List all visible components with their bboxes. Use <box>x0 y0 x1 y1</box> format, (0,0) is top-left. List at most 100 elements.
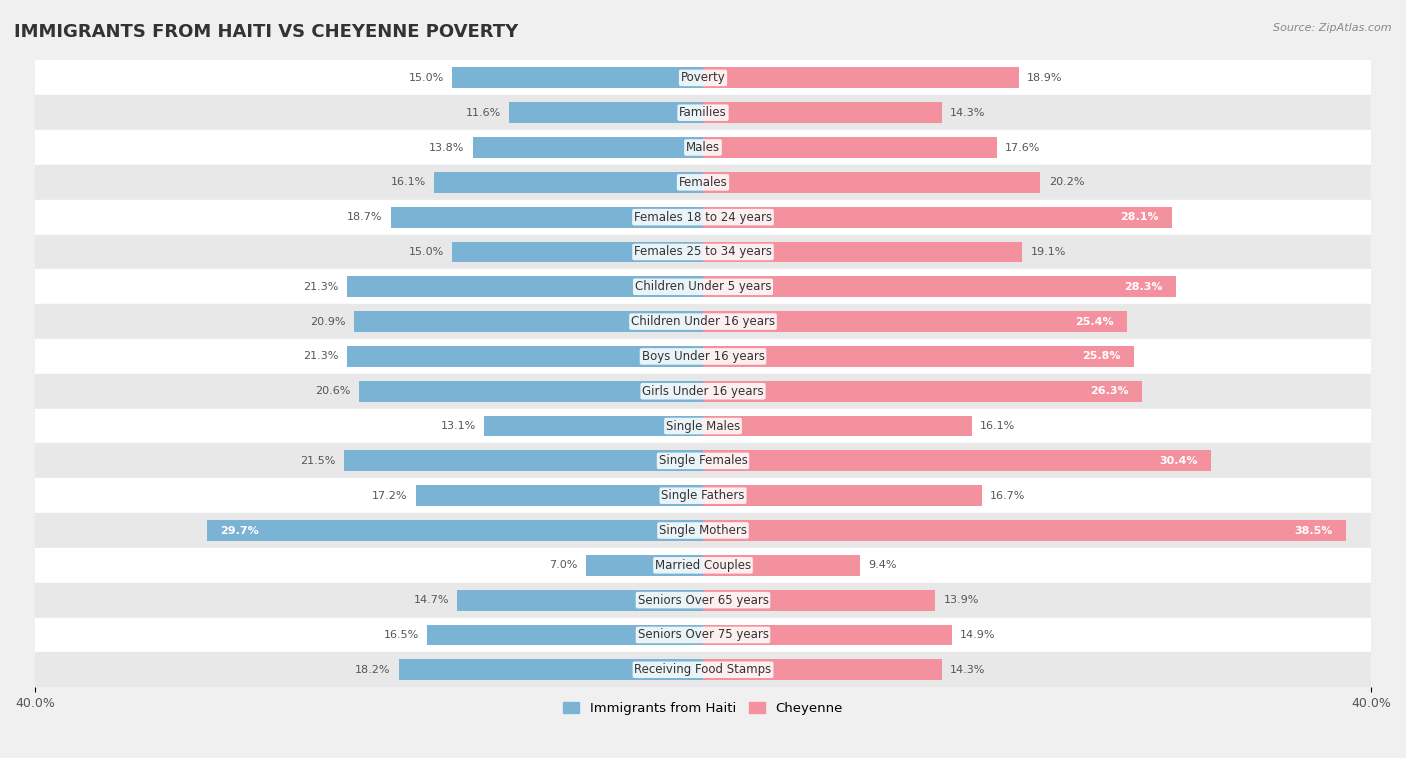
Bar <box>35 269 1371 304</box>
Text: 17.6%: 17.6% <box>1005 143 1040 152</box>
Text: 29.7%: 29.7% <box>221 525 259 535</box>
Bar <box>703 415 972 437</box>
Text: IMMIGRANTS FROM HAITI VS CHEYENNE POVERTY: IMMIGRANTS FROM HAITI VS CHEYENNE POVERT… <box>14 23 519 41</box>
Bar <box>35 96 1371 130</box>
Bar <box>453 242 703 262</box>
Text: Families: Families <box>679 106 727 119</box>
Bar <box>703 242 1022 262</box>
Bar <box>35 304 1371 339</box>
Bar <box>35 234 1371 269</box>
Text: Single Females: Single Females <box>658 454 748 468</box>
Bar <box>35 618 1371 653</box>
Text: 20.6%: 20.6% <box>315 387 350 396</box>
Text: Single Males: Single Males <box>666 419 740 433</box>
Text: Single Mothers: Single Mothers <box>659 524 747 537</box>
Bar <box>703 381 1142 402</box>
Text: 25.4%: 25.4% <box>1076 317 1114 327</box>
Text: 21.5%: 21.5% <box>301 456 336 466</box>
Bar <box>399 659 703 680</box>
Text: 21.3%: 21.3% <box>304 282 339 292</box>
Bar <box>35 61 1371 96</box>
Text: Seniors Over 65 years: Seniors Over 65 years <box>637 594 769 606</box>
Bar <box>703 590 935 611</box>
Bar <box>354 311 703 332</box>
Bar <box>586 555 703 576</box>
Bar <box>427 625 703 645</box>
Text: 7.0%: 7.0% <box>550 560 578 570</box>
Text: Source: ZipAtlas.com: Source: ZipAtlas.com <box>1274 23 1392 33</box>
Text: Children Under 5 years: Children Under 5 years <box>634 280 772 293</box>
Bar <box>703 659 942 680</box>
Bar <box>703 172 1040 193</box>
Text: 28.3%: 28.3% <box>1123 282 1163 292</box>
Text: 9.4%: 9.4% <box>869 560 897 570</box>
Bar <box>703 137 997 158</box>
Bar <box>391 207 703 227</box>
Bar <box>434 172 703 193</box>
Text: Females 25 to 34 years: Females 25 to 34 years <box>634 246 772 258</box>
Bar <box>35 409 1371 443</box>
Text: 16.1%: 16.1% <box>980 421 1015 431</box>
Bar <box>35 548 1371 583</box>
Bar <box>207 520 703 541</box>
Text: 19.1%: 19.1% <box>1031 247 1066 257</box>
Bar <box>347 277 703 297</box>
Bar <box>703 277 1175 297</box>
Text: 18.2%: 18.2% <box>356 665 391 675</box>
Bar <box>703 520 1346 541</box>
Text: 13.8%: 13.8% <box>429 143 464 152</box>
Bar <box>703 450 1211 471</box>
Text: 14.3%: 14.3% <box>950 665 986 675</box>
Text: 38.5%: 38.5% <box>1295 525 1333 535</box>
Text: Single Fathers: Single Fathers <box>661 489 745 503</box>
Text: 16.1%: 16.1% <box>391 177 426 187</box>
Bar <box>35 165 1371 200</box>
Bar <box>344 450 703 471</box>
Bar <box>35 583 1371 618</box>
Bar <box>703 102 942 123</box>
Bar <box>703 346 1133 367</box>
Bar <box>484 415 703 437</box>
Bar <box>703 311 1128 332</box>
Bar <box>347 346 703 367</box>
Bar <box>703 485 981 506</box>
Bar <box>35 339 1371 374</box>
Text: 16.5%: 16.5% <box>384 630 419 640</box>
Text: Receiving Food Stamps: Receiving Food Stamps <box>634 663 772 676</box>
Text: 14.7%: 14.7% <box>413 595 449 605</box>
Text: 13.9%: 13.9% <box>943 595 979 605</box>
Text: Married Couples: Married Couples <box>655 559 751 572</box>
Text: Girls Under 16 years: Girls Under 16 years <box>643 385 763 398</box>
Text: Females 18 to 24 years: Females 18 to 24 years <box>634 211 772 224</box>
Text: 26.3%: 26.3% <box>1090 387 1129 396</box>
Text: 17.2%: 17.2% <box>371 490 408 501</box>
Text: 20.9%: 20.9% <box>311 317 346 327</box>
Text: 21.3%: 21.3% <box>304 352 339 362</box>
Text: 28.1%: 28.1% <box>1121 212 1159 222</box>
Text: Seniors Over 75 years: Seniors Over 75 years <box>637 628 769 641</box>
Bar <box>703 67 1019 89</box>
Bar <box>359 381 703 402</box>
Text: Boys Under 16 years: Boys Under 16 years <box>641 350 765 363</box>
Text: 16.7%: 16.7% <box>990 490 1025 501</box>
Bar <box>509 102 703 123</box>
Bar <box>35 513 1371 548</box>
Bar <box>703 207 1173 227</box>
Bar <box>703 555 860 576</box>
Text: Poverty: Poverty <box>681 71 725 84</box>
Text: 14.3%: 14.3% <box>950 108 986 117</box>
Text: 30.4%: 30.4% <box>1159 456 1198 466</box>
Bar <box>457 590 703 611</box>
Text: 11.6%: 11.6% <box>465 108 501 117</box>
Text: 18.7%: 18.7% <box>347 212 382 222</box>
Legend: Immigrants from Haiti, Cheyenne: Immigrants from Haiti, Cheyenne <box>564 702 842 715</box>
Bar <box>35 130 1371 165</box>
Text: 14.9%: 14.9% <box>960 630 995 640</box>
Bar <box>703 625 952 645</box>
Text: 15.0%: 15.0% <box>409 73 444 83</box>
Bar <box>453 67 703 89</box>
Text: Males: Males <box>686 141 720 154</box>
Bar <box>35 200 1371 234</box>
Text: Females: Females <box>679 176 727 189</box>
Text: 20.2%: 20.2% <box>1049 177 1084 187</box>
